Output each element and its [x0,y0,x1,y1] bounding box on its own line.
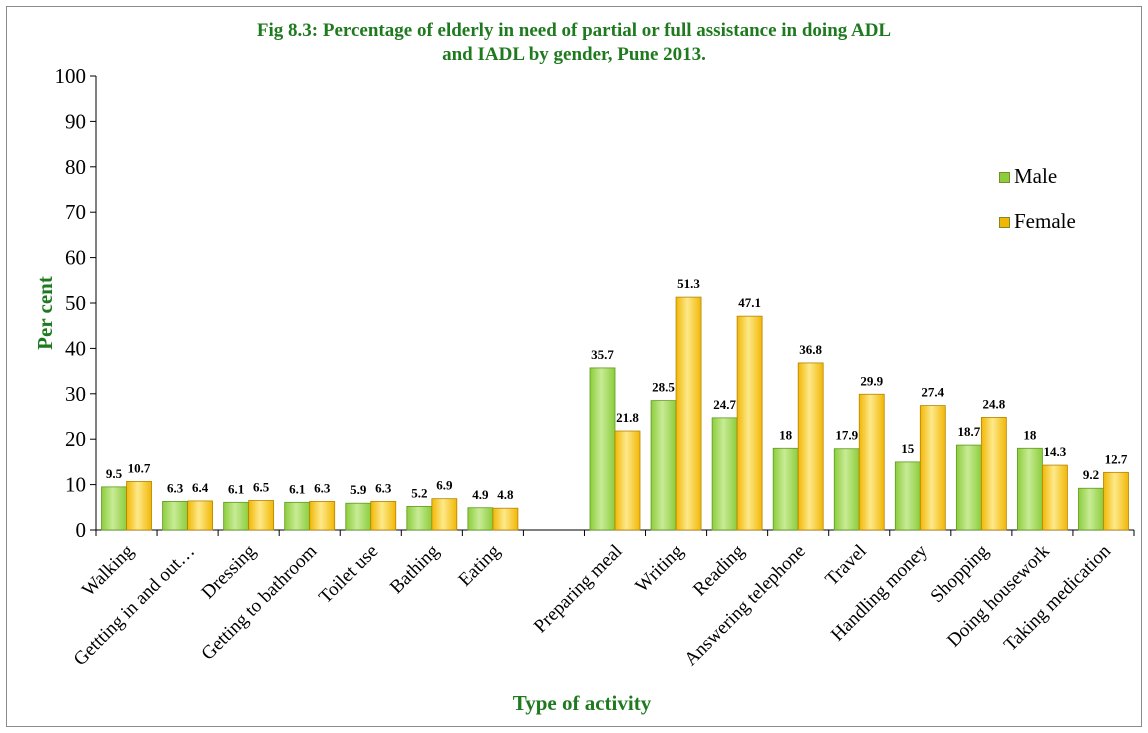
data-label-male: 5.9 [350,482,367,497]
data-label-male: 6.1 [228,481,244,496]
legend-label-female: Female [1014,209,1076,233]
bar-female [736,315,763,531]
y-tick-label: 90 [65,109,86,133]
data-label-male: 6.3 [167,480,184,495]
bar-male [1078,487,1104,531]
y-axis-title: Per cent [33,276,57,350]
legend-swatch-female [999,217,1010,228]
data-label-male: 18 [1023,427,1037,442]
bar-male [589,367,616,531]
bar-female [187,500,213,531]
data-label-male: 15 [901,441,915,456]
data-label-female: 6.9 [436,478,453,493]
data-label-male: 9.5 [106,466,123,481]
x-category-label: Preparing meal [530,541,627,638]
y-tick-label: 30 [65,382,86,406]
bar-female [126,481,152,531]
y-tick-label: 20 [65,427,86,451]
data-label-male: 18.7 [957,424,980,439]
x-category-label: Gettting in and out… [70,541,199,670]
data-label-female: 47.1 [738,295,761,310]
bar-female [675,296,702,531]
y-tick-label: 60 [65,246,86,270]
data-label-female: 6.3 [375,480,392,495]
x-category-label: Bathing [386,540,444,598]
data-label-female: 10.7 [128,460,151,475]
data-label-female: 27.4 [921,385,944,400]
chart-title-line-2: and IADL by gender, Pune 2013. [442,44,706,65]
bar-female [431,498,458,531]
bar-male [955,444,982,531]
data-label-male: 17.9 [835,428,858,443]
chart-title-line-1: Fig 8.3: Percentage of elderly in need o… [256,20,892,41]
x-category-label: Travel [821,541,870,590]
data-label-male: 35.7 [591,347,614,362]
bar-female [1042,464,1068,531]
bar-female [309,500,336,531]
y-tick-label: 0 [76,518,87,542]
bar-male [162,500,188,531]
bar-male [833,448,860,531]
y-tick-label: 70 [65,200,86,224]
data-label-female: 29.9 [860,373,883,388]
data-label-female: 12.7 [1105,451,1128,466]
data-label-female: 4.8 [497,487,514,502]
data-label-female: 36.8 [799,342,822,357]
x-category-label: Answering telephone [680,541,809,670]
x-category-label: Dressing [198,540,261,603]
data-label-male: 9.2 [1083,467,1099,482]
data-label-male: 18 [779,427,793,442]
bar-male [467,507,494,531]
bar-female [797,362,824,531]
bar-female [858,393,885,531]
bar-female [1103,471,1129,531]
bar-female [370,500,397,531]
bar-male [650,400,677,531]
data-label-male: 4.9 [472,487,489,502]
data-label-female: 14.3 [1044,444,1067,459]
y-tick-label: 80 [65,155,86,179]
bar-female [492,507,519,531]
y-tick-label: 40 [65,336,86,360]
data-label-female: 51.3 [677,276,700,291]
bar-male [284,501,311,531]
y-tick-label: 10 [65,473,86,497]
data-label-female: 6.5 [253,479,270,494]
bar-male [772,447,799,531]
x-category-label: Eating [454,540,504,590]
data-label-female: 21.8 [616,410,639,425]
bar-female [980,417,1007,531]
bar-male [223,501,250,531]
x-category-label: Reading [689,540,749,600]
bar-male [406,505,433,531]
y-tick-label: 100 [55,64,87,88]
data-label-female: 6.4 [192,480,209,495]
data-label-female: 6.3 [314,480,331,495]
data-label-male: 24.7 [713,397,736,412]
chart-frame [6,6,1142,727]
legend-swatch-male [999,172,1010,183]
bar-male [711,417,738,531]
data-label-male: 5.2 [411,485,427,500]
x-category-label: Getting to bathroom [197,541,321,665]
data-label-female: 24.8 [982,396,1005,411]
x-axis-title: Type of activity [513,691,652,715]
x-category-label: Taking medication [1000,540,1115,655]
x-category-label: Doing housework [943,540,1054,651]
x-category-label: Walking [78,540,138,600]
bar-female [614,430,641,531]
x-category-label: Toilet use [315,541,382,608]
bar-female [919,405,946,531]
bar-male [894,461,921,531]
x-category-label: Writing [631,540,687,596]
bar-male [345,502,372,531]
data-label-male: 28.5 [652,380,675,395]
data-label-male: 6.1 [289,481,305,496]
bar-male [1017,447,1043,531]
bar-female [248,500,275,531]
bar-male [101,486,127,531]
legend-label-male: Male [1014,164,1058,188]
y-tick-label: 50 [65,291,86,315]
